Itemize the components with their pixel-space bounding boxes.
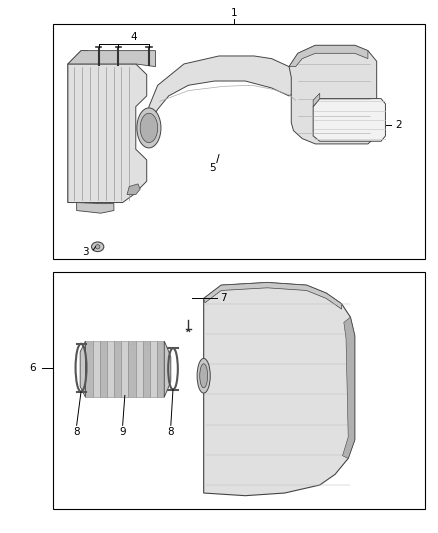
Bar: [150, 341, 157, 397]
Bar: [53, 24, 425, 259]
Polygon shape: [68, 51, 88, 203]
Text: 9: 9: [119, 427, 126, 437]
Polygon shape: [77, 203, 114, 213]
Bar: [85, 341, 92, 397]
Polygon shape: [289, 45, 377, 144]
Bar: [143, 341, 150, 397]
Text: 8: 8: [73, 427, 80, 437]
Ellipse shape: [137, 108, 161, 148]
Polygon shape: [289, 45, 368, 67]
Polygon shape: [313, 99, 385, 141]
Polygon shape: [127, 184, 140, 195]
Text: 3: 3: [82, 247, 89, 257]
Bar: [107, 341, 114, 397]
Text: 7: 7: [220, 294, 227, 303]
Polygon shape: [204, 282, 355, 496]
Text: 4: 4: [130, 33, 137, 42]
Text: 2: 2: [395, 120, 402, 130]
Text: 8: 8: [167, 427, 174, 437]
Text: 6: 6: [29, 363, 36, 373]
Text: 1: 1: [231, 9, 238, 18]
Polygon shape: [343, 317, 355, 458]
Ellipse shape: [140, 114, 158, 143]
Bar: [114, 341, 121, 397]
Bar: [157, 341, 164, 397]
Ellipse shape: [197, 358, 210, 393]
Bar: [92, 341, 100, 397]
Text: 5: 5: [209, 163, 216, 173]
Polygon shape: [80, 341, 85, 397]
Polygon shape: [313, 93, 320, 107]
Polygon shape: [164, 341, 171, 397]
Polygon shape: [149, 56, 298, 131]
Ellipse shape: [92, 242, 104, 252]
Ellipse shape: [200, 364, 208, 388]
Polygon shape: [68, 64, 147, 203]
Bar: [53, 272, 425, 509]
Polygon shape: [204, 282, 342, 309]
Bar: [136, 341, 143, 397]
Polygon shape: [68, 51, 155, 67]
Bar: [100, 341, 107, 397]
Ellipse shape: [95, 245, 100, 249]
Bar: [121, 341, 128, 397]
Bar: [128, 341, 136, 397]
